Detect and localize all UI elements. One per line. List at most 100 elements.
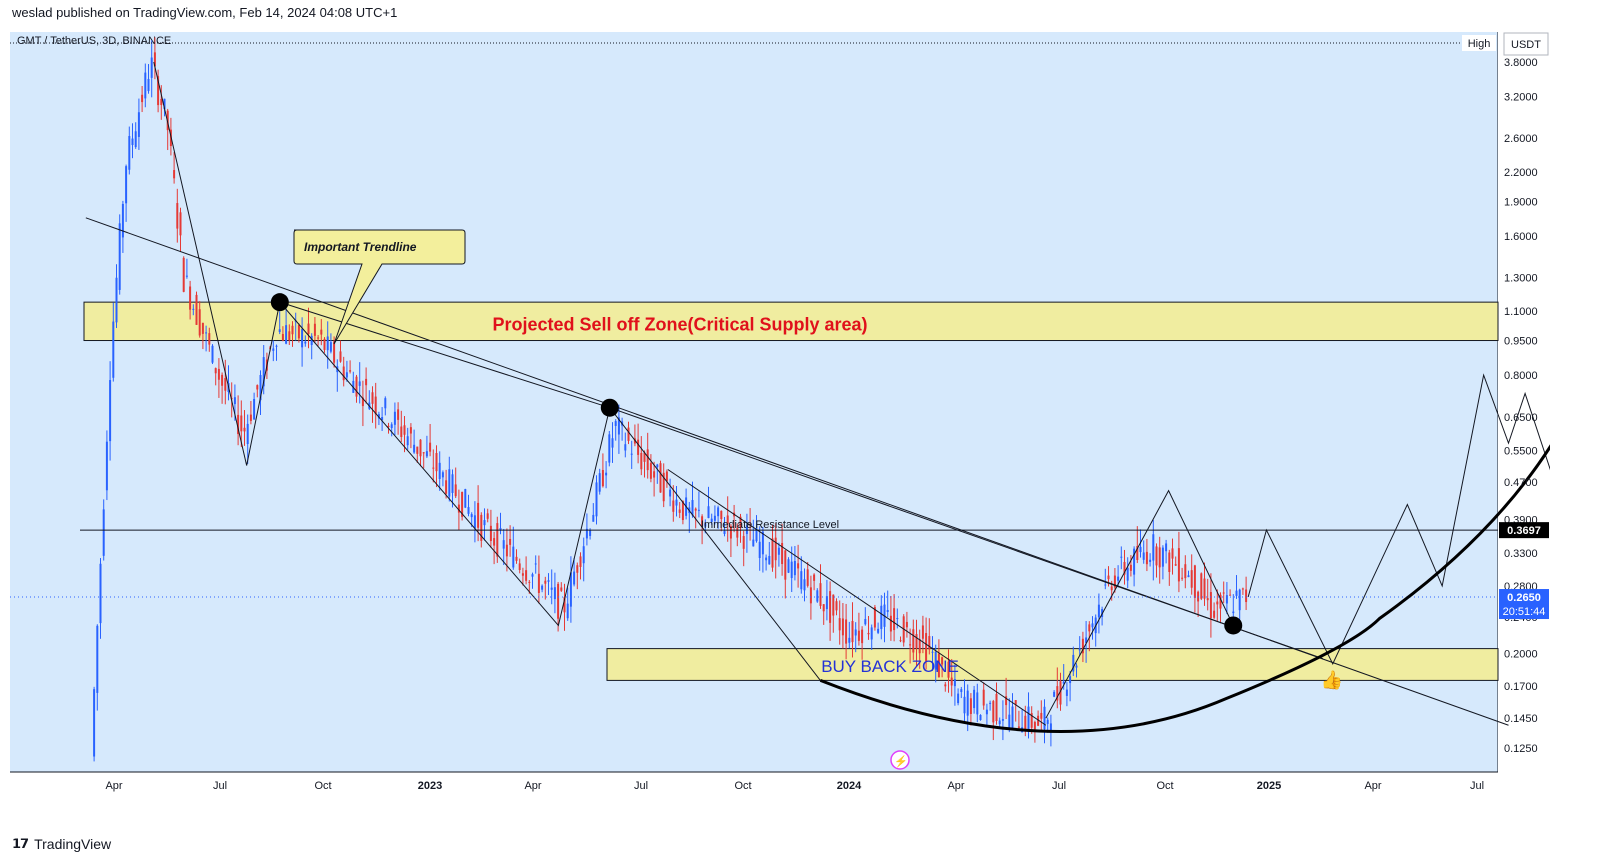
candle-body-295 [1037,715,1040,726]
price-tick-11: 0.5500 [1504,445,1538,457]
high-label: High [1468,38,1491,50]
candle-body-132 [515,556,518,561]
candle-body-122 [483,520,486,526]
candle-body-103 [422,452,425,454]
candle-body-114 [457,504,460,513]
candle-body-340 [1181,577,1184,579]
candle-body-343 [1190,570,1193,588]
candle-body-57 [275,345,278,347]
candle-body-263 [934,651,937,670]
candle-body-330 [1149,559,1152,562]
resistance-label: Immediate Resistance Level [701,519,839,531]
candle-body-270 [957,693,960,704]
candle-body-223 [806,569,809,586]
projection-path [1247,373,1550,666]
candle-body-170 [637,439,640,455]
candle-body-300 [1053,691,1056,697]
candle-body-239 [857,630,860,641]
candle-body-188 [694,508,697,511]
candle-body-325 [1133,548,1136,575]
candle-body-53 [262,357,265,387]
candle-body-210 [765,557,768,561]
candle-body-11 [128,136,131,170]
candle-body-179 [665,471,668,482]
candle-body-287 [1011,706,1014,728]
footer-brand[interactable]: TradingView [34,836,112,852]
candle-body-245 [877,628,880,633]
tradingview-logo-icon[interactable]: 𝟭𝟳 [12,836,29,851]
candle-body-215 [781,543,784,565]
time-axis-panel [10,773,1498,812]
candle-body-207 [755,528,758,542]
candle-body-105 [429,442,432,452]
price-tick-7: 1.1000 [1504,306,1538,318]
time-tick-6: Oct [734,780,751,792]
candle-body-19 [153,52,156,67]
candle-body-349 [1209,592,1212,619]
candle-body-32 [195,294,198,325]
candle-body-265 [941,657,944,665]
candle-body-31 [192,308,195,310]
candle-body-33 [198,309,201,336]
candle-body-172 [643,452,646,462]
candle-body-79 [345,372,348,378]
candle-body-242 [867,632,870,635]
candle-body-338 [1174,564,1177,566]
candle-body-256 [912,629,915,653]
candle-body-324 [1129,564,1132,571]
symbol-label: GMT / TetherUS, 3D, BINANCE [17,35,171,47]
currency-badge[interactable] [1503,32,1549,56]
price-tick-5: 1.6000 [1504,231,1538,243]
buy-zone [606,648,1499,681]
candle-body-289 [1017,726,1020,728]
candle-body-52 [259,375,262,401]
candle-body-191 [704,523,707,527]
candle-body-250 [893,608,896,631]
candle-body-77 [339,351,342,362]
candle-body-236 [848,637,851,643]
price-axis[interactable]: 3.8000 3.2000 2.6000 2.2000 1.9000 1.6000 1.30… [1462,35,1549,755]
candle-body-13 [134,131,137,148]
candle-body-221 [800,571,803,590]
candle-body-34 [201,322,204,334]
candle-body-346 [1200,573,1203,599]
candle-body-269 [953,679,956,687]
candle-body-29 [185,275,188,277]
lightning-glyph: ⚡ [894,755,908,768]
pivot-marker-0 [270,293,289,312]
candle-body-292 [1027,706,1030,730]
candle-body-82 [355,376,358,397]
price-chart[interactable]: GMT / TetherUS, 3D, BINANCE 👍⚡ Projected… [10,32,1550,812]
candle-body-308 [1078,648,1081,651]
candle-body-173 [646,449,649,471]
current-price-badge [1499,589,1549,620]
time-tick-2: Oct [314,780,331,792]
resistance-price-badge [1499,522,1549,539]
candle-body-74 [329,342,332,352]
price-tick-12: 0.4700 [1504,477,1538,489]
candle-body-231 [832,594,835,616]
candle-body-306 [1072,654,1075,672]
candle-body-356 [1232,611,1235,614]
candle-body-335 [1165,543,1168,552]
candle-body-85 [365,378,368,386]
candle-body-262 [931,651,934,653]
time-tick-12: Apr [1364,780,1381,792]
time-axis[interactable]: Apr Jul Oct 2023 Apr Jul Oct 2024 Apr Jul Oct 2025 A… [105,780,1484,792]
candle-body-47 [243,427,246,432]
time-tick-4: Apr [524,780,541,792]
candle-body-152 [579,556,582,567]
candle-body-100 [413,444,416,453]
time-tick-9: Jul [1052,780,1066,792]
candle-body-151 [576,565,579,573]
sell-zone [83,301,1499,342]
price-axis-panel [1498,32,1550,812]
candle-body-291 [1024,715,1027,731]
drawings-layer: 👍⚡ [10,42,1550,770]
candle-body-177 [659,463,662,493]
candle-body-40 [221,374,224,386]
candle-body-144 [553,587,556,600]
candle-body-226 [816,590,819,602]
candle-body-240 [861,629,864,644]
candle-body-230 [829,591,832,623]
